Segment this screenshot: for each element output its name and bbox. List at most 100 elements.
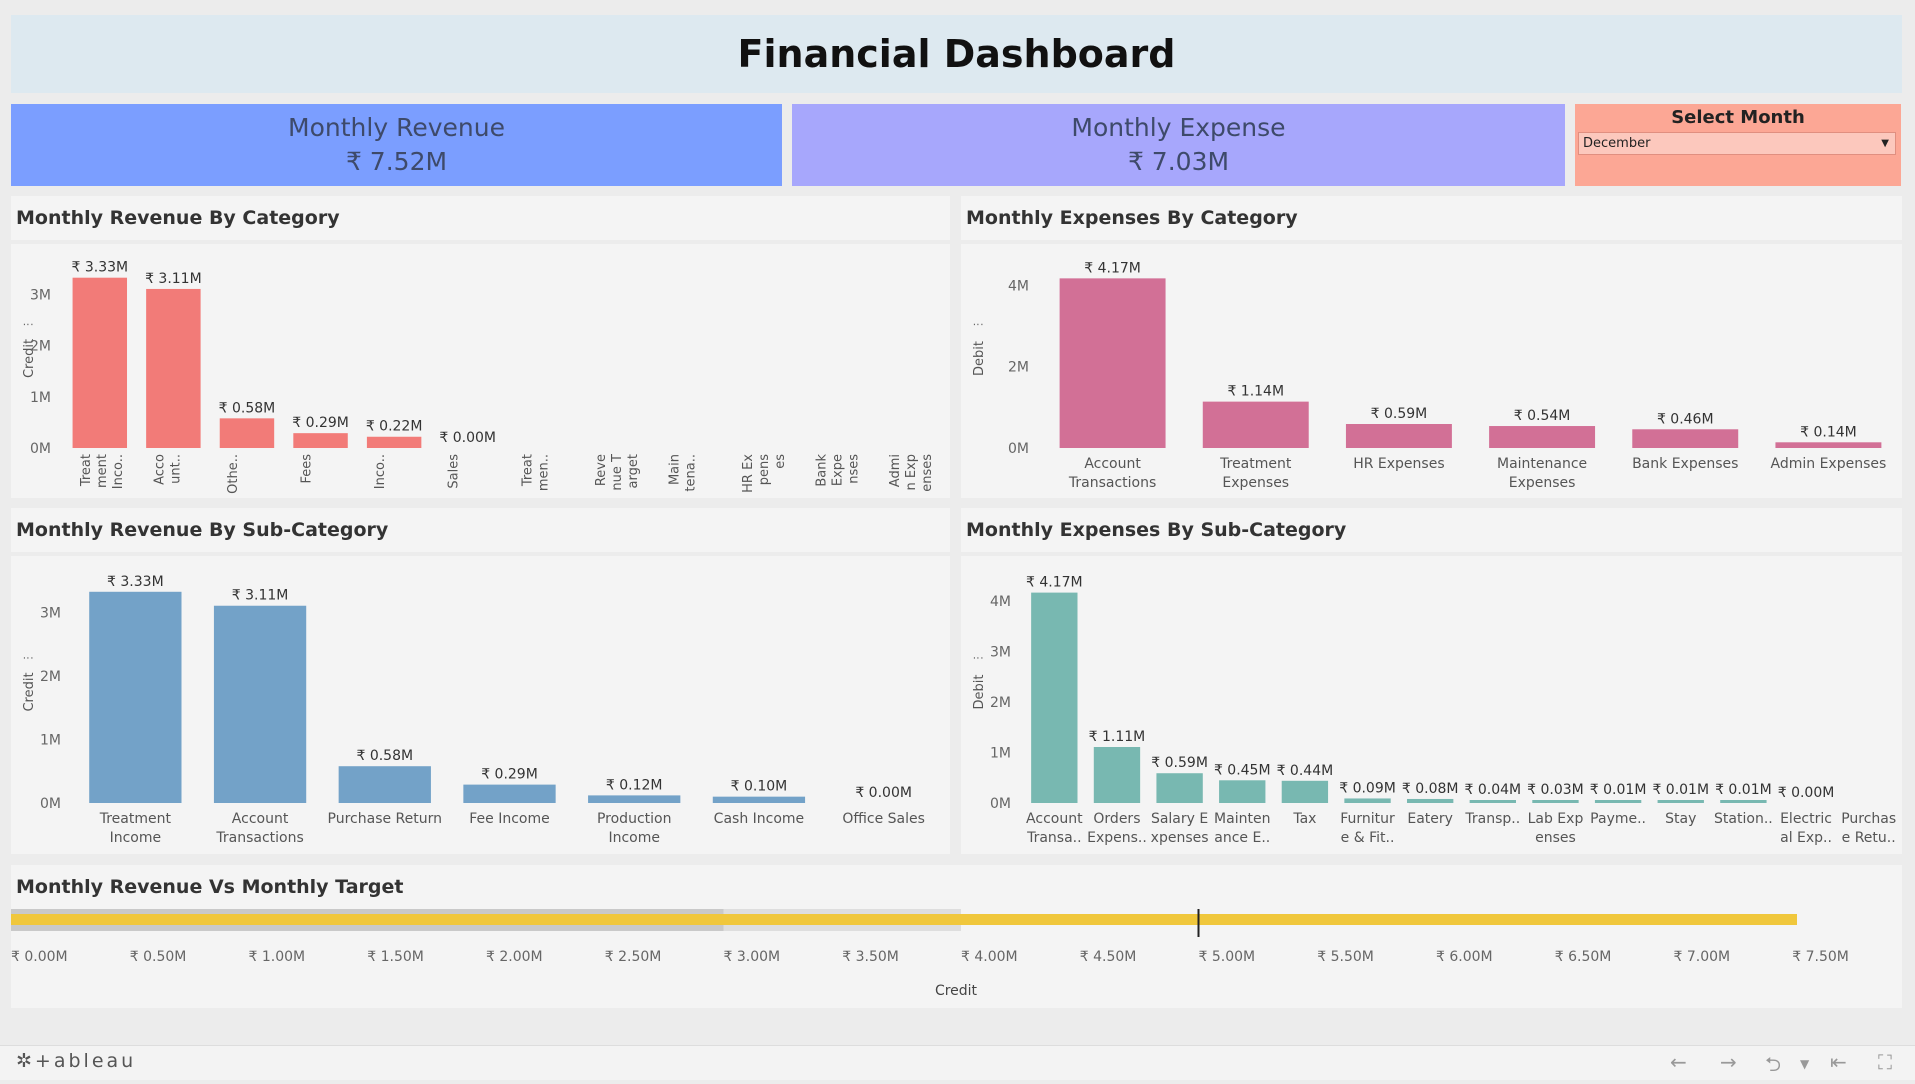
data-label: ₹ 3.11M [145,271,202,287]
page-title: Financial Dashboard [737,32,1176,76]
category-label: Transactions [1068,475,1156,491]
category-label: Eatery [1407,811,1453,827]
y-tick-label: 4M [990,594,1011,610]
data-label: ₹ 0.59M [1151,755,1208,771]
category-label: Expe [831,454,846,486]
category-label: arget [626,454,641,488]
data-label: ₹ 1.11M [1089,729,1146,745]
month-select[interactable]: December ▼ [1578,132,1896,155]
data-label: ₹ 0.14M [1800,424,1857,440]
data-label: ₹ 3.33M [71,260,128,276]
data-label: ₹ 0.10M [731,779,788,795]
y-tick-label: 4M [1008,278,1029,294]
x-tick-label: ₹ 1.00M [249,949,306,965]
x-axis-label: Credit [935,983,978,999]
x-tick-label: ₹ 0.00M [11,949,68,965]
revert-dropdown-icon[interactable]: ▼ [1800,1057,1810,1071]
kpi-expense: Monthly Expense ₹ 7.03M [792,104,1565,186]
category-label: Bank Expenses [1632,456,1738,472]
data-label: ₹ 0.01M [1652,782,1709,798]
bar [1407,798,1454,803]
category-label: Inco.. [111,454,126,489]
category-label: Furnitur [1340,811,1395,827]
redo-icon[interactable]: → [1720,1050,1737,1074]
category-label: Acco [152,454,167,485]
data-label: ₹ 0.58M [219,400,276,416]
y-tick-label: 1M [30,390,51,406]
y-tick-label: 2M [1008,360,1029,376]
category-label: Payme.. [1590,811,1646,827]
kpi-revenue-label: Monthly Revenue [288,113,505,142]
revert-icon[interactable]: ⮌ [1765,1052,1782,1076]
undo-icon[interactable]: ← [1670,1050,1687,1074]
category-label: n Exp [904,454,919,491]
category-label: Treatment [99,811,172,827]
data-label: ₹ 0.44M [1277,763,1334,779]
bar [1031,592,1078,803]
bar [146,288,201,448]
category-label: e & Fit.. [1341,830,1395,846]
y-tick-label: 1M [40,733,61,749]
category-label: Account [1084,456,1141,472]
data-label: ₹ 0.12M [606,777,663,793]
bar [1657,800,1704,803]
exp-cat-title: Monthly Expenses By Category [966,207,1298,229]
category-label: Admi [888,454,903,487]
category-label: Transactions [215,830,303,846]
category-label: Expenses [1222,475,1289,491]
y-axis-label: Debit [972,675,987,710]
data-label: ₹ 1.14M [1227,384,1284,400]
target-header: Monthly Revenue Vs Monthly Target [11,865,1902,909]
rev-cat-panel: Credit ⫶ 0M 1M 2M 3M ₹ 3.33M Treat ment Inco.. ₹ 3… [11,244,950,498]
revenue-bar [11,914,1797,925]
data-label: ₹ 3.11M [232,588,289,604]
category-label: Expens.. [1087,830,1147,846]
category-label: ment [95,454,110,488]
category-label: HR Expenses [1353,456,1444,472]
x-tick-label: ₹ 2.50M [605,949,662,965]
tableau-logo-text: +ableau [34,1050,137,1072]
sort-icon: ⫶ [972,323,987,326]
bar [588,795,681,803]
reset-icon[interactable]: ⇤ [1830,1050,1847,1074]
category-label: Account [232,811,289,827]
y-tick-label: 3M [990,645,1011,661]
category-label: Mainten [1214,811,1270,827]
category-label: Orders [1093,811,1140,827]
month-filter-label: Select Month [1671,107,1805,128]
category-label: e Retu.. [1842,830,1896,846]
category-label: Expenses [1509,475,1576,491]
rev-cat-title: Monthly Revenue By Category [16,207,340,229]
x-tick-label: ₹ 7.00M [1674,949,1731,965]
category-label: Transa.. [1026,830,1081,846]
bar [1345,423,1452,448]
category-label: Station.. [1714,811,1773,827]
fullscreen-icon[interactable]: ⛶ [1878,1050,1892,1074]
bar [213,605,307,803]
tableau-logo[interactable]: ✲+ableau [16,1050,136,1072]
chevron-down-icon[interactable]: ▼ [1881,138,1889,149]
y-axis-label: Credit [22,339,37,378]
category-label: xpenses [1151,830,1209,846]
category-label: Bank [815,454,830,487]
x-tick-label: ₹ 3.00M [724,949,781,965]
sort-icon: ⫶ [22,323,37,326]
category-label: Salary E [1151,811,1208,827]
x-tick-label: ₹ 5.50M [1317,949,1374,965]
exp-cat-header: Monthly Expenses By Category [961,196,1902,240]
x-tick-label: ₹ 6.00M [1436,949,1493,965]
category-label: unt.. [168,454,183,484]
data-label: ₹ 0.00M [439,430,496,446]
y-tick-label: 2M [990,695,1011,711]
bar [366,436,422,448]
target-title: Monthly Revenue Vs Monthly Target [16,876,404,898]
bar [1202,401,1309,448]
bar [1594,800,1642,803]
category-label: Cash Income [714,811,805,827]
rev-sub-panel: Credit ⫶ 0M 1M 2M 3M ₹ 3.33M Treatment Income ₹ 3… [11,556,950,854]
target-chart: ₹ 0.00M ₹ 0.50M ₹ 1.00M ₹ 1.50M ₹ 2.00M ₹ 2.5… [11,909,1849,999]
x-tick-label: ₹ 6.50M [1555,949,1612,965]
rev-sub-header: Monthly Revenue By Sub-Category [11,508,950,552]
data-label: ₹ 4.17M [1084,260,1141,276]
